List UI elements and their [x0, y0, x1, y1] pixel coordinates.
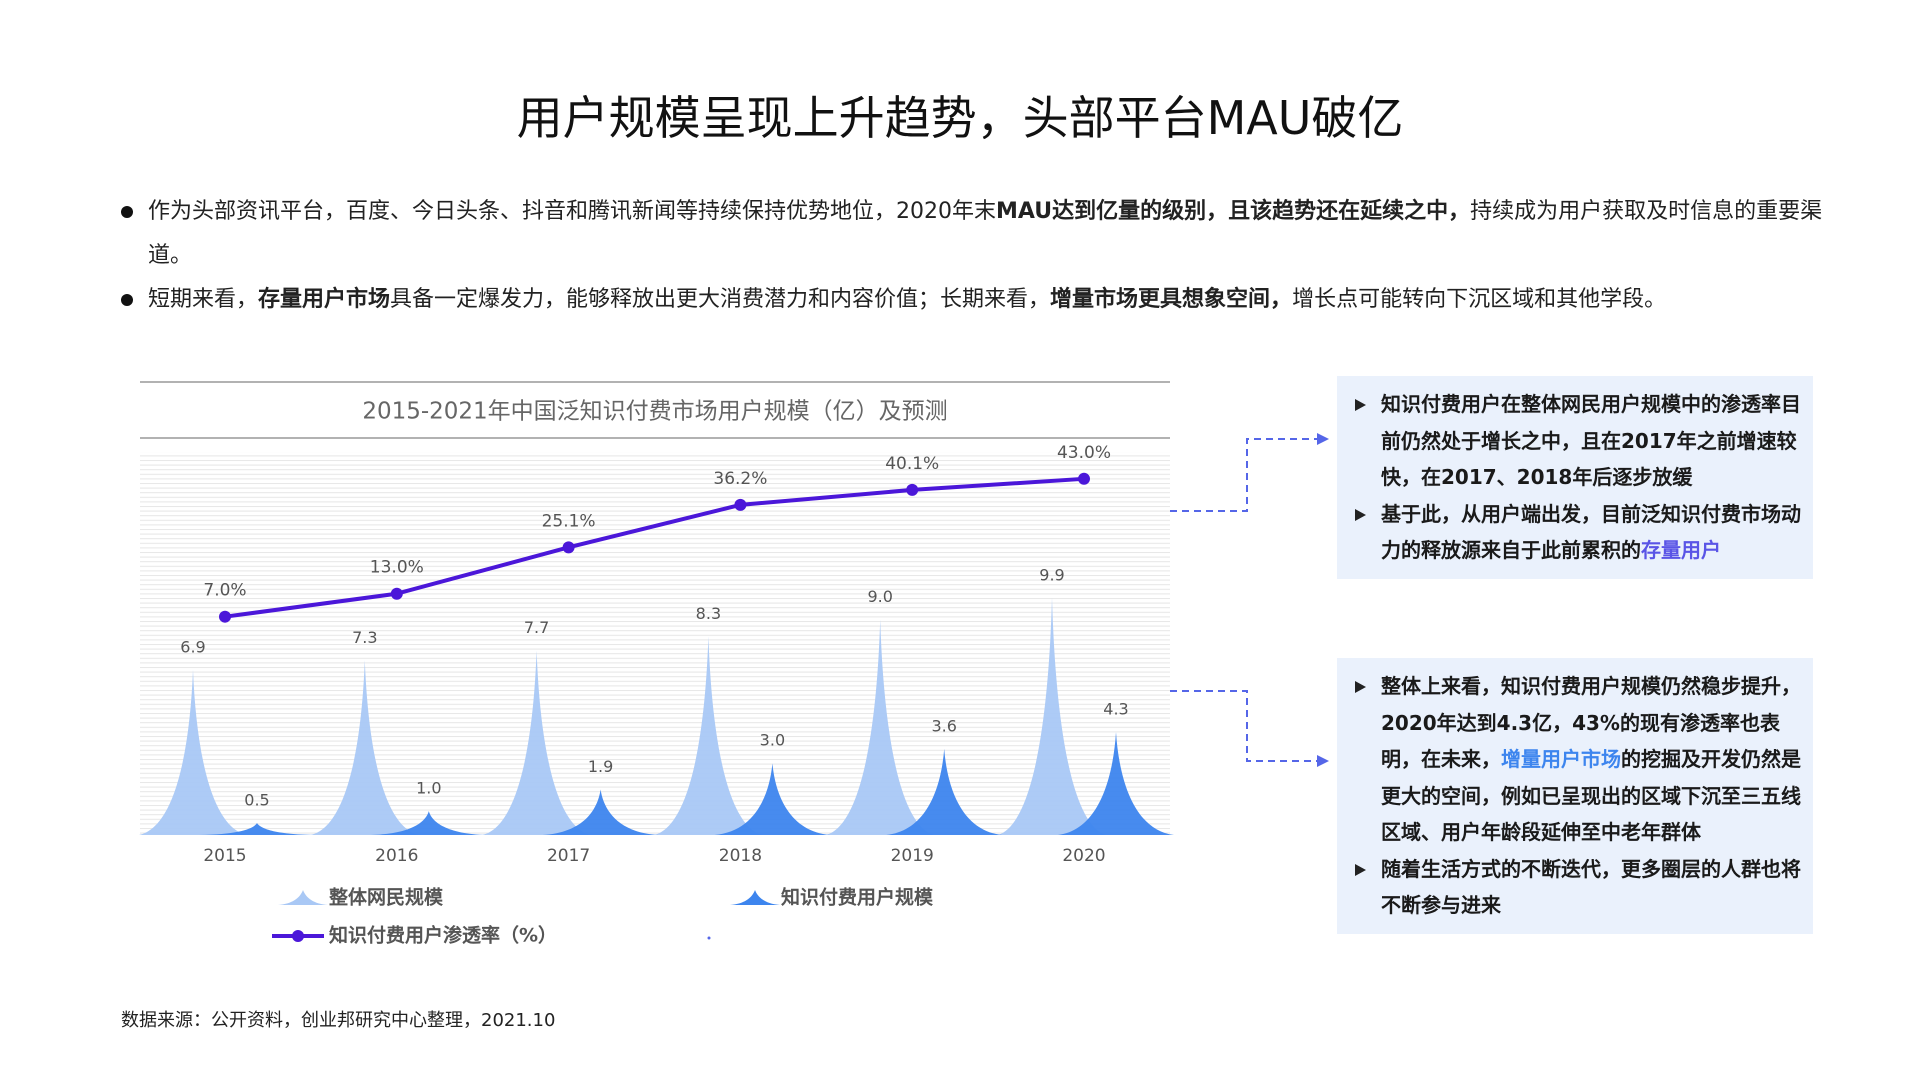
spike	[654, 636, 763, 835]
spike	[139, 669, 247, 835]
spike	[886, 748, 1003, 835]
legend-marker	[707, 936, 711, 940]
x-tick-label: 2020	[1062, 846, 1105, 866]
line-point	[390, 587, 403, 600]
chart-title: 2015-2021年中国泛知识付费市场用户规模（亿）及预测	[362, 399, 947, 425]
note-text: 存量用户	[1641, 538, 1721, 562]
bullet-list: 作为头部资讯平台，百度、今日头条、抖音和腾讯新闻等持续保持优势地位，2020年末…	[121, 190, 1838, 322]
value-label: 7.7	[524, 618, 549, 637]
line-point	[1078, 472, 1090, 485]
bullet-text: 具备一定爆发力，能够释放出更大消费潜力和内容价值；长期来看，	[390, 287, 1051, 312]
note-text: 知识付费用户在整体网民用户规模中的渗透率目前仍然处于增长之中，且在2017年之前…	[1381, 392, 1801, 489]
note-text: 整体上来看，知识付费用户规模仍然稳步提升，2020年达到4.3亿，43%的现有渗…	[1381, 674, 1801, 771]
note-item: 整体上来看，知识付费用户规模仍然稳步提升，2020年达到4.3亿，43%的现有渗…	[1355, 668, 1801, 851]
note-text: 随着生活方式的不断迭代，更多圈层的人群也将不断参与进来	[1381, 856, 1801, 918]
value-label: 7.0%	[203, 581, 246, 601]
spike	[714, 763, 831, 835]
value-label: 40.1%	[885, 454, 939, 474]
page-title: 用户规模呈现上升趋势，头部平台MAU破亿	[516, 91, 1404, 145]
spike	[542, 789, 659, 835]
value-label: 0.5	[244, 791, 269, 810]
legend-label: 知识付费用户规模	[781, 886, 934, 909]
note-box: 知识付费用户在整体网民用户规模中的渗透率目前仍然处于增长之中，且在2017年之前…	[1337, 376, 1813, 579]
legend-marker	[278, 890, 328, 905]
value-label: 43.0%	[1057, 443, 1111, 463]
note-text: 基于此，从用户端出发，目前泛知识付费市场动力的释放源来自于此前累积的	[1381, 501, 1801, 563]
plot-background	[140, 452, 1170, 835]
line-point	[734, 498, 747, 511]
value-label: 3.6	[931, 716, 956, 735]
value-label: 6.9	[180, 637, 205, 656]
bullet-text: 增量市场更具想象空间，	[1050, 287, 1293, 312]
spike	[199, 823, 315, 835]
bullet-text: MAU达到亿量的级别，且该趋势还在延续之中，	[996, 199, 1471, 224]
series-line	[224, 476, 1085, 619]
value-label: 36.2%	[713, 469, 767, 489]
value-label: 1.0	[416, 779, 441, 798]
value-label: 4.3	[1103, 700, 1128, 719]
note-item: 知识付费用户在整体网民用户规模中的渗透率目前仍然处于增长之中，且在2017年之前…	[1355, 386, 1801, 496]
x-tick-label: 2017	[547, 846, 590, 866]
legend-label: 整体网民规模	[329, 886, 444, 909]
value-label: 9.9	[1039, 566, 1064, 585]
note-item: 基于此，从用户端出发，目前泛知识付费市场动力的释放源来自于此前累积的存量用户	[1355, 496, 1801, 569]
spike	[826, 619, 935, 835]
x-tick-label: 2019	[891, 846, 934, 866]
arrow-head	[1317, 433, 1329, 445]
legend-marker	[730, 890, 780, 905]
note-text: 的挖掘及开发仍然是更大的空间，例如已呈现出的区域下沉至三五线区域、用户年龄段延伸…	[1381, 747, 1801, 844]
spike	[1058, 732, 1174, 835]
value-label: 7.3	[352, 628, 377, 647]
spike	[370, 811, 487, 835]
note-box: 整体上来看，知识付费用户规模仍然稳步提升，2020年达到4.3亿，43%的现有渗…	[1337, 658, 1813, 934]
legend-label: 知识付费用户渗透率（%）	[329, 924, 557, 947]
note-text: 增量用户市场	[1501, 747, 1621, 771]
bullet: 短期来看，存量用户市场具备一定爆发力，能够释放出更大消费潜力和内容价值；长期来看…	[121, 278, 1838, 322]
x-tick-label: 2016	[375, 846, 418, 866]
bullet-text: 作为头部资讯平台，百度、今日头条、抖音和腾讯新闻等持续保持优势地位，2020年末	[148, 199, 996, 224]
bullet: 作为头部资讯平台，百度、今日头条、抖音和腾讯新闻等持续保持优势地位，2020年末…	[121, 190, 1838, 278]
legend-marker	[292, 930, 304, 942]
value-label: 1.9	[588, 757, 613, 776]
source-note: 数据来源：公开资料，创业邦研究中心整理，2021.10	[121, 1010, 556, 1031]
bullet-text: 持续成为用户获取及时信息的重要渠道。	[148, 199, 1823, 268]
value-label: 3.0	[760, 731, 785, 750]
spike	[310, 660, 419, 835]
x-tick-label: 2015	[203, 846, 246, 866]
value-label: 13.0%	[370, 558, 424, 578]
line-point	[562, 541, 575, 554]
connectors	[1170, 438, 1318, 762]
bullet-text: 短期来看，	[148, 287, 259, 312]
line-point	[906, 483, 919, 496]
spike	[482, 650, 591, 835]
bullet-text: 存量用户市场	[258, 287, 391, 312]
x-tick-label: 2018	[719, 846, 762, 866]
bullet-text: 增长点可能转向下沉区域和其他学段。	[1292, 287, 1667, 312]
spike	[998, 598, 1106, 835]
value-label: 9.0	[867, 587, 892, 606]
value-label: 8.3	[696, 604, 721, 623]
value-label: 25.1%	[542, 511, 596, 531]
line-point	[219, 610, 231, 623]
arrow-head	[1317, 755, 1329, 767]
note-item: 随着生活方式的不断迭代，更多圈层的人群也将不断参与进来	[1355, 851, 1801, 924]
